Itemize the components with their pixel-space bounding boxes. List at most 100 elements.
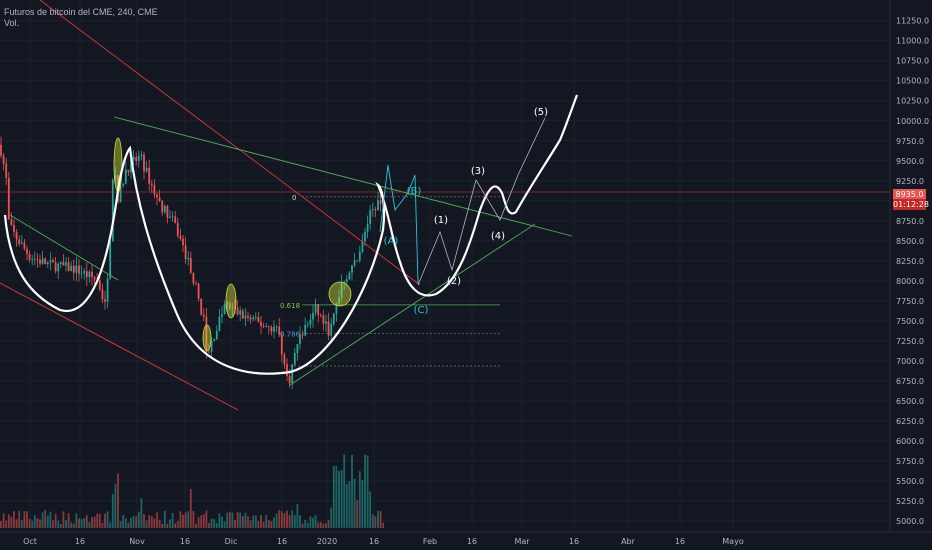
volume-bar <box>143 514 145 528</box>
cup-handle-projection <box>3 94 579 375</box>
current-price-tag: 8935.0 <box>893 189 926 200</box>
volume-bar <box>278 510 281 528</box>
candle-body <box>46 262 49 264</box>
candle-body <box>20 242 23 244</box>
volume-bar <box>33 515 36 528</box>
volume-bar <box>382 522 385 528</box>
volume-bar <box>75 513 78 528</box>
volume-bar <box>101 522 104 528</box>
volume-bar <box>351 454 353 528</box>
volume-bars <box>0 454 385 528</box>
volume-bar <box>371 514 374 528</box>
volume-bar <box>247 516 249 528</box>
candle-body <box>5 163 8 178</box>
candle-body <box>231 307 234 309</box>
candle-body <box>197 283 200 299</box>
volume-bar <box>291 510 294 528</box>
candle-body <box>327 321 330 336</box>
candle-body <box>143 154 145 172</box>
candle-body <box>15 232 18 240</box>
candle-body <box>111 179 114 241</box>
candle-body <box>309 319 312 325</box>
candle-body <box>85 271 88 278</box>
volume-bar <box>184 512 187 528</box>
volume-bar <box>179 511 182 528</box>
candle-body <box>205 316 208 352</box>
time-axis[interactable]: Oct 16 Nov 16 Dic 16 2020 16 Feb 16 Mar 16 Abr 16 Mayo <box>0 531 932 546</box>
candle-body <box>325 321 327 324</box>
volume-bar <box>353 478 356 528</box>
candle-body <box>124 169 127 184</box>
volume-bar <box>72 523 75 528</box>
price-tick-label: 8500.0 <box>896 237 924 246</box>
volume-bar <box>117 473 119 528</box>
candle-body <box>208 351 210 353</box>
candle-body <box>187 258 190 260</box>
candle-body <box>54 262 57 272</box>
candle-body <box>358 251 361 261</box>
volume-bar <box>96 513 99 528</box>
wave-label-impulse: (1) <box>434 215 448 226</box>
volume-bar <box>28 518 31 528</box>
time-tick-label: 16 <box>277 537 287 546</box>
volume-bar <box>309 516 312 528</box>
price-tick-label: 5000.0 <box>896 517 924 526</box>
candle-body <box>163 205 166 213</box>
candle-body <box>283 354 286 365</box>
candle-body <box>140 154 143 156</box>
wave-label-abc: (A) <box>384 236 399 247</box>
volume-bar <box>343 454 346 528</box>
candle-body <box>150 183 153 186</box>
volume-bar <box>319 522 322 528</box>
candle-body <box>137 155 140 162</box>
candle-body <box>366 224 369 232</box>
candle-body <box>286 364 288 376</box>
volume-bar <box>192 510 195 528</box>
candle-body <box>213 339 216 341</box>
volume-bar <box>169 519 171 528</box>
trendline-green-left <box>9 214 119 281</box>
volume-bar <box>306 522 309 528</box>
volume-bar <box>325 522 327 528</box>
time-tick-label: 16 <box>569 537 579 546</box>
volume-bar <box>348 481 351 528</box>
price-tick-label: 10500.0 <box>896 77 929 86</box>
volume-bar <box>356 500 359 528</box>
volume-bar <box>114 483 117 528</box>
volume-bar <box>270 521 273 528</box>
candle-body <box>122 183 125 186</box>
volume-bar <box>189 488 192 528</box>
candle-body <box>104 299 106 302</box>
volume-bar <box>176 520 179 528</box>
candle-body <box>249 317 252 320</box>
candle-body <box>65 262 67 266</box>
time-tick-label: Oct <box>23 537 37 546</box>
candle-body <box>296 344 299 353</box>
volume-bar <box>31 520 34 528</box>
volume-bar <box>15 519 18 528</box>
candlesticks <box>0 136 385 390</box>
volume-bar <box>80 519 83 528</box>
candle-body <box>273 327 275 332</box>
candle-body <box>166 205 169 218</box>
candle-body <box>226 303 229 305</box>
candle-body <box>353 260 356 266</box>
candle-body <box>145 167 148 172</box>
candle-body <box>176 222 179 236</box>
volume-bar <box>262 521 265 528</box>
volume-bar <box>39 519 41 528</box>
candle-body <box>93 277 96 280</box>
volume-bar <box>223 521 226 528</box>
candle-body <box>182 238 184 246</box>
volume-bar <box>52 520 54 528</box>
price-axis[interactable]: 5000.0 5250.0 5500.0 5750.0 6000.0 6250.0 6500… <box>889 0 929 532</box>
volume-bar <box>267 520 270 528</box>
volume-bar <box>20 520 23 528</box>
candle-body <box>106 278 109 302</box>
volume-bar <box>286 510 288 528</box>
symbol-title[interactable]: Futuros de bitcoin del CME, 240, CME <box>4 7 158 17</box>
volume-bar <box>158 519 161 528</box>
bar-countdown-tag: 01:12:28 <box>893 199 929 210</box>
candle-body <box>23 242 26 249</box>
